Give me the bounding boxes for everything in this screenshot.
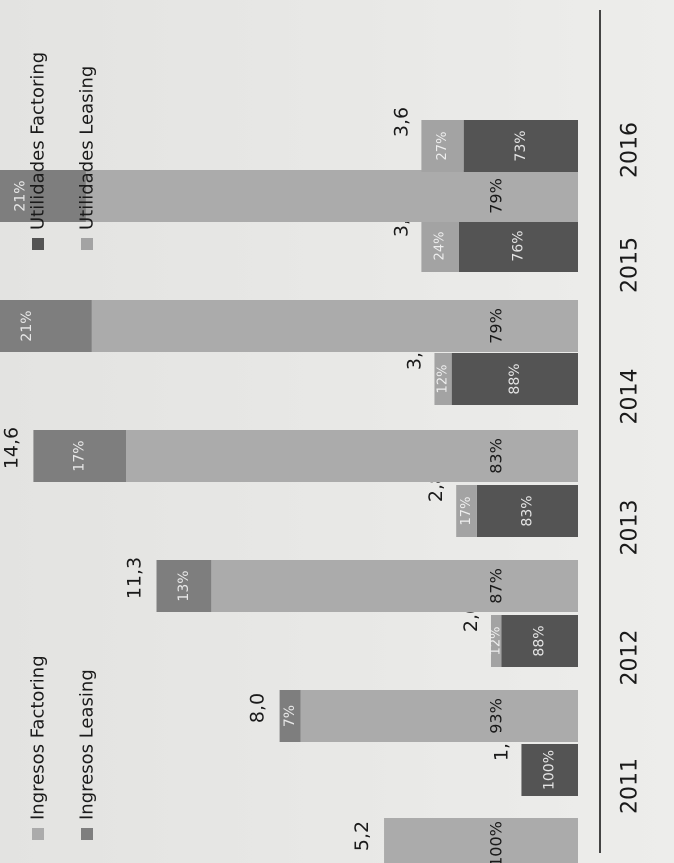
- bar-utilidades-leasing-2015: [421, 220, 459, 272]
- bar-utilidades-leasing-2014: [434, 353, 452, 405]
- bar-ingresos-factoring-2012: [300, 690, 578, 742]
- bar-ingresos-factoring-2015: [91, 300, 579, 352]
- label-ingresos-leasing-2015: 21%: [19, 310, 35, 341]
- bar-ingresos-leasing-2016: [0, 170, 86, 222]
- label-utilidades-factoring-2011: 100%: [542, 750, 558, 790]
- bar-utilidades-factoring-2014: [451, 353, 578, 405]
- label-utilidades-leasing-2013: 17%: [459, 497, 474, 526]
- label-utilidades-factoring-2012: 88%: [532, 625, 548, 656]
- total-utilidades-2016: 3,6: [390, 107, 412, 137]
- label-utilidades-factoring-2015: 76%: [510, 230, 526, 261]
- label-ingresos-factoring-2012: 93%: [487, 698, 506, 734]
- bar-utilidades-factoring-2011: [521, 744, 578, 796]
- label-ingresos-leasing-2016: 21%: [12, 180, 28, 211]
- bar-utilidades-leasing-2016: [421, 120, 464, 172]
- bar-ingresos-factoring-2014: [125, 430, 578, 482]
- label-utilidades-factoring-2014: 88%: [507, 363, 523, 394]
- label-utilidades-leasing-2015: 24%: [433, 232, 448, 261]
- label-utilidades-factoring-2013: 83%: [519, 495, 535, 526]
- bar-utilidades-leasing-2012: [491, 615, 502, 667]
- label-ingresos-leasing-2014: 17%: [72, 440, 88, 471]
- label-ingresos-leasing-2012: 7%: [282, 705, 298, 727]
- label-utilidades-leasing-2016: 27%: [435, 132, 450, 161]
- label-ingresos-factoring-2015: 79%: [487, 308, 506, 344]
- total-ingresos-2011: 5,2: [351, 821, 373, 851]
- bar-ingresos-factoring-2011: [384, 818, 578, 863]
- label-ingresos-factoring-2013: 87%: [487, 568, 506, 604]
- total-ingresos-2012: 8,0: [247, 693, 269, 723]
- label-ingresos-factoring-2011: 100%: [487, 821, 506, 863]
- total-ingresos-2014: 14,6: [0, 427, 22, 469]
- bar-utilidades-factoring-2015: [458, 220, 578, 272]
- bar-ingresos-leasing-2014: [33, 430, 126, 482]
- category-label-2012: 2012: [618, 630, 643, 686]
- legend-swatch-ingresos-factoring: [32, 828, 44, 840]
- category-label-2015: 2015: [618, 237, 643, 293]
- bar-utilidades-factoring-2013: [476, 485, 578, 537]
- bar-ingresos-leasing-2013: [156, 560, 212, 612]
- label-ingresos-leasing-2013: 13%: [176, 570, 192, 601]
- legend-swatch-utilidades-factoring: [32, 238, 44, 250]
- label-utilidades-factoring-2016: 73%: [513, 130, 529, 161]
- legend-label-ingresos-factoring: Ingresos Factoring: [28, 655, 49, 820]
- category-label-2013: 2013: [618, 500, 643, 556]
- bar-ingresos-factoring-2016: [85, 170, 579, 222]
- bar-utilidades-leasing-2013: [456, 485, 477, 537]
- category-label-2011: 2011: [618, 758, 643, 814]
- legend-swatch-utilidades-leasing: [81, 238, 93, 250]
- label-ingresos-factoring-2014: 83%: [487, 438, 506, 474]
- legend-swatch-ingresos-leasing: [81, 828, 93, 840]
- bar-ingresos-leasing-2015: [0, 300, 92, 352]
- total-ingresos-2013: 11,3: [124, 557, 146, 599]
- legend-label-utilidades-leasing: Utilidades Leasing: [77, 66, 98, 230]
- category-label-2014: 2014: [618, 369, 643, 425]
- bar-utilidades-factoring-2012: [501, 615, 578, 667]
- bar-ingresos-leasing-2012: [279, 690, 301, 742]
- legend-label-utilidades-factoring: Utilidades Factoring: [28, 52, 49, 230]
- bar-utilidades-factoring-2016: [463, 120, 578, 172]
- legend-label-ingresos-leasing: Ingresos Leasing: [77, 669, 98, 820]
- bar-ingresos-factoring-2013: [211, 560, 578, 612]
- label-utilidades-leasing-2014: 12%: [436, 365, 451, 394]
- label-utilidades-leasing-2012: 12%: [489, 627, 504, 656]
- label-ingresos-factoring-2016: 79%: [487, 178, 506, 214]
- category-label-2016: 2016: [618, 122, 643, 178]
